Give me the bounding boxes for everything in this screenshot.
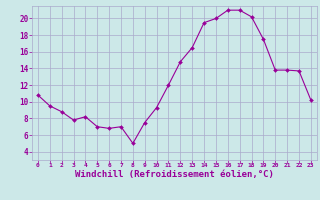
- X-axis label: Windchill (Refroidissement éolien,°C): Windchill (Refroidissement éolien,°C): [75, 170, 274, 179]
